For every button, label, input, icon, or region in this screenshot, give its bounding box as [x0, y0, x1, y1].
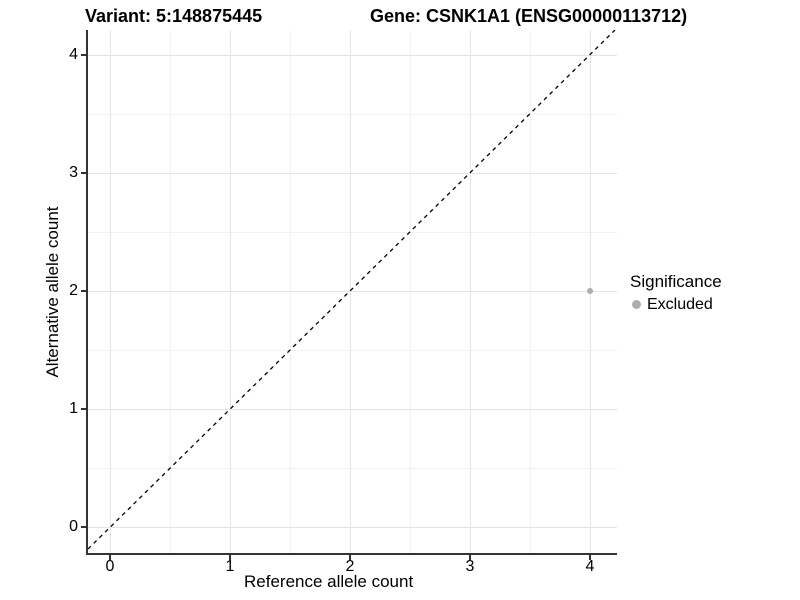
gridline-major-h-3	[88, 173, 617, 174]
x-tick-label-1: 1	[225, 558, 235, 575]
legend-item-label: Excluded	[647, 296, 713, 313]
y-tick-mark	[81, 290, 86, 292]
x-tick-mark	[109, 555, 111, 560]
x-axis-title: Reference allele count	[244, 572, 414, 591]
gridline-minor-h	[88, 350, 617, 351]
legend-title: Significance	[630, 272, 722, 291]
gridline-major-h-0	[88, 527, 617, 528]
y-tick-label-4: 4	[69, 46, 78, 63]
gridline-minor-h	[88, 114, 617, 115]
gridline-minor-h	[88, 468, 617, 469]
x-axis-line	[86, 553, 617, 555]
gridline-major-h-2	[88, 291, 617, 292]
plot-title-variant: Variant: 5:148875445	[85, 6, 263, 26]
gridline-major-h-4	[88, 55, 617, 56]
gridline-minor-h	[88, 232, 617, 233]
y-tick-mark	[81, 54, 86, 56]
x-tick-label-4: 4	[585, 558, 595, 575]
y-tick-label-1: 1	[69, 400, 78, 417]
y-tick-label-3: 3	[69, 164, 78, 181]
y-tick-mark	[81, 526, 86, 528]
legend-item-excluded: Excluded	[630, 295, 722, 314]
gridline-major-h-1	[88, 409, 617, 410]
x-tick-mark	[589, 555, 591, 560]
y-tick-mark	[81, 172, 86, 174]
y-axis-line	[86, 30, 88, 555]
x-tick-label-0: 0	[105, 558, 115, 575]
legend-key-dot-icon	[632, 300, 641, 309]
data-point-excluded	[587, 288, 593, 294]
y-tick-mark	[81, 408, 86, 410]
y-tick-label-0: 0	[69, 518, 78, 535]
y-tick-label-2: 2	[69, 282, 78, 299]
identity-line	[88, 30, 616, 550]
x-tick-mark	[229, 555, 231, 560]
x-tick-label-3: 3	[465, 558, 475, 575]
plot-panel	[88, 30, 617, 553]
plot-title-gene: Gene: CSNK1A1 (ENSG00000113712)	[370, 6, 688, 26]
x-tick-mark	[349, 555, 351, 560]
x-tick-label-2: 2	[345, 558, 355, 575]
legend: Significance Excluded	[630, 272, 722, 314]
x-tick-mark	[469, 555, 471, 560]
y-axis-title: Alternative allele count	[43, 206, 62, 378]
